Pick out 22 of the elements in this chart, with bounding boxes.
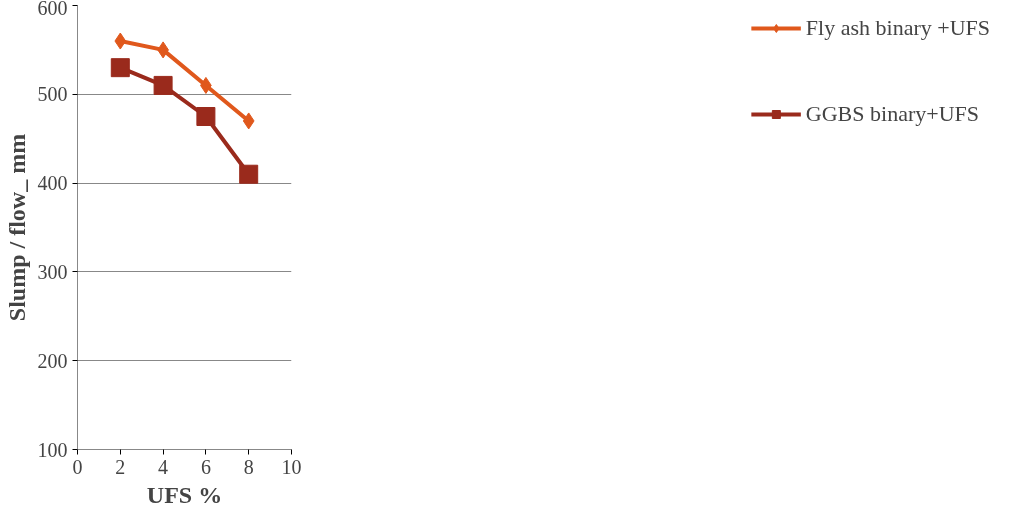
y-tick-label: 300 — [37, 260, 68, 283]
point — [242, 112, 255, 130]
x-tick-label: 10 — [281, 455, 302, 478]
x-tick-label: 2 — [115, 455, 126, 478]
y-tick-label: 600 — [37, 0, 68, 19]
y-tick-label: 400 — [37, 172, 68, 195]
legend-label: Fly ash binary +UFS — [805, 15, 990, 41]
legend-label: GGBS binary+UFS — [805, 101, 979, 127]
point — [114, 32, 127, 50]
x-tick-label: 6 — [200, 455, 211, 478]
y-tick-label: 200 — [37, 349, 68, 372]
y-tick-label: 100 — [37, 438, 68, 461]
x-tick-label: 4 — [158, 455, 169, 478]
y-tick-label: 500 — [37, 83, 68, 106]
point — [239, 164, 259, 184]
x-tick-label: 8 — [243, 455, 254, 478]
y-axis-title: Slump / flow_ mm — [3, 133, 30, 322]
x-axis-title: UFS % — [146, 481, 223, 508]
point — [110, 58, 130, 78]
point — [196, 107, 216, 126]
point — [153, 75, 173, 95]
x-tick-label: 0 — [72, 455, 83, 478]
